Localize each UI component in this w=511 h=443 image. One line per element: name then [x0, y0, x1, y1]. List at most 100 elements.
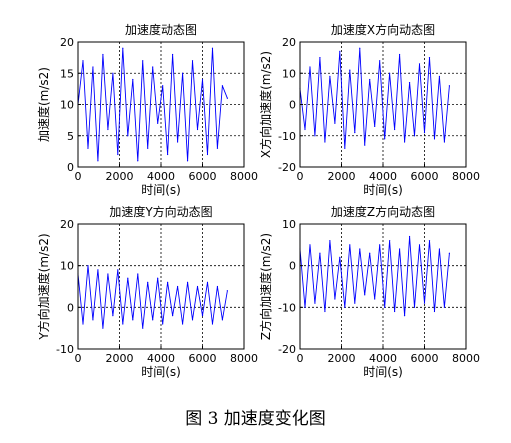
data-point [87, 147, 89, 149]
data-point [408, 82, 411, 84]
data-point [211, 323, 214, 325]
y-axis-label: Y方向加速度(m/s2) [36, 233, 51, 340]
data-point [102, 53, 104, 56]
data-point [334, 298, 336, 300]
data-point [92, 319, 94, 321]
x-tick-label: 4000 [147, 352, 175, 365]
x-axis-label: 时间(s) [141, 183, 181, 197]
data-point [384, 138, 386, 140]
data-point [201, 315, 204, 317]
x-tick-label: 4000 [369, 170, 397, 183]
data-point [226, 290, 228, 292]
x-tick-label: 2000 [106, 352, 134, 365]
data-point [127, 277, 129, 279]
data-point [162, 323, 164, 325]
data-point [142, 60, 144, 62]
data-point [221, 319, 224, 321]
data-point [216, 147, 219, 149]
data-point [186, 281, 189, 283]
data-point [349, 244, 351, 246]
data-point [304, 128, 306, 131]
data-point [389, 72, 391, 74]
data-point [309, 66, 311, 68]
data-point [132, 319, 134, 321]
y-tick-label: 0 [289, 260, 296, 273]
data-point [354, 132, 356, 134]
data-point [162, 85, 164, 87]
x-tick-label: 6000 [189, 352, 217, 365]
data-point [97, 160, 99, 162]
y-tick-label: 0 [67, 301, 74, 314]
x-axis-label: 时间(s) [363, 365, 403, 379]
data-point [319, 57, 321, 59]
data-point [384, 306, 386, 308]
data-point [443, 141, 446, 143]
data-point [423, 302, 426, 304]
plot-area [78, 224, 244, 349]
subplot-2: 0 2000 4000 6000 8000 -20 -10 0 10 20 加速度X方向动态图时间(… [258, 22, 480, 197]
data-point [177, 141, 179, 143]
x-axis-label: 时间(s) [363, 183, 403, 197]
data-point [399, 248, 401, 250]
data-point [394, 310, 396, 313]
data-point [438, 248, 441, 250]
data-point [364, 294, 366, 296]
y-tick-label: -20 [278, 343, 296, 356]
data-point [117, 269, 119, 271]
y-tick-label: -20 [278, 161, 296, 174]
data-point [142, 327, 144, 329]
subplot-3: 0 2000 4000 6000 8000-1001020加速度Y方向动态图时间(s)Y… [36, 204, 258, 379]
data-point [87, 265, 89, 267]
data-point [186, 160, 189, 162]
y-tick-label: 10 [282, 218, 296, 231]
data-point [403, 315, 406, 317]
data-point [314, 135, 316, 137]
subplot-4: 0 2000 4000 6000 8000 -20 -10 0 10 加速度Z方向动态图时间(s)… [258, 204, 480, 379]
data-point [221, 85, 224, 87]
chart-title: 加速度X方向动态图 [331, 22, 435, 37]
data-point [334, 122, 336, 124]
data-point [309, 244, 311, 246]
data-point [102, 327, 104, 329]
data-point [137, 160, 139, 162]
chart-title: 加速度动态图 [125, 22, 197, 37]
y-tick-label: 0 [67, 161, 74, 174]
data-point [413, 306, 416, 308]
data-point [112, 315, 114, 317]
y-tick-label: 15 [60, 67, 74, 80]
x-tick-label: 8000 [452, 352, 480, 365]
data-point [448, 85, 450, 87]
chart-title: 加速度Z方向动态图 [331, 204, 435, 219]
data-point [408, 235, 411, 238]
x-tick-label: 2000 [328, 170, 356, 183]
data-point [196, 285, 199, 288]
data-point [344, 147, 346, 149]
data-point [433, 310, 436, 313]
x-tick-label: 0 [75, 352, 82, 365]
data-point [191, 319, 194, 321]
data-point [359, 248, 361, 250]
data-point [107, 128, 109, 131]
data-point [211, 47, 214, 49]
data-point [364, 144, 366, 146]
x-tick-label: 0 [297, 170, 304, 183]
data-point [354, 302, 356, 304]
data-point [443, 306, 446, 308]
data-point [418, 244, 421, 246]
data-point [152, 319, 154, 321]
data-point [127, 135, 129, 137]
y-tick-label: 20 [60, 36, 74, 49]
data-point [152, 66, 154, 68]
data-point [448, 252, 450, 254]
data-point [107, 273, 109, 275]
data-point [122, 47, 124, 49]
data-point [137, 273, 139, 275]
y-tick-label: 10 [60, 260, 74, 273]
y-tick-label: -10 [278, 130, 296, 143]
data-point [206, 153, 209, 156]
y-tick-label: 10 [282, 67, 296, 80]
x-tick-label: 6000 [189, 170, 217, 183]
x-tick-label: 6000 [411, 352, 439, 365]
x-tick-label: 8000 [230, 352, 258, 365]
data-point [172, 53, 174, 56]
